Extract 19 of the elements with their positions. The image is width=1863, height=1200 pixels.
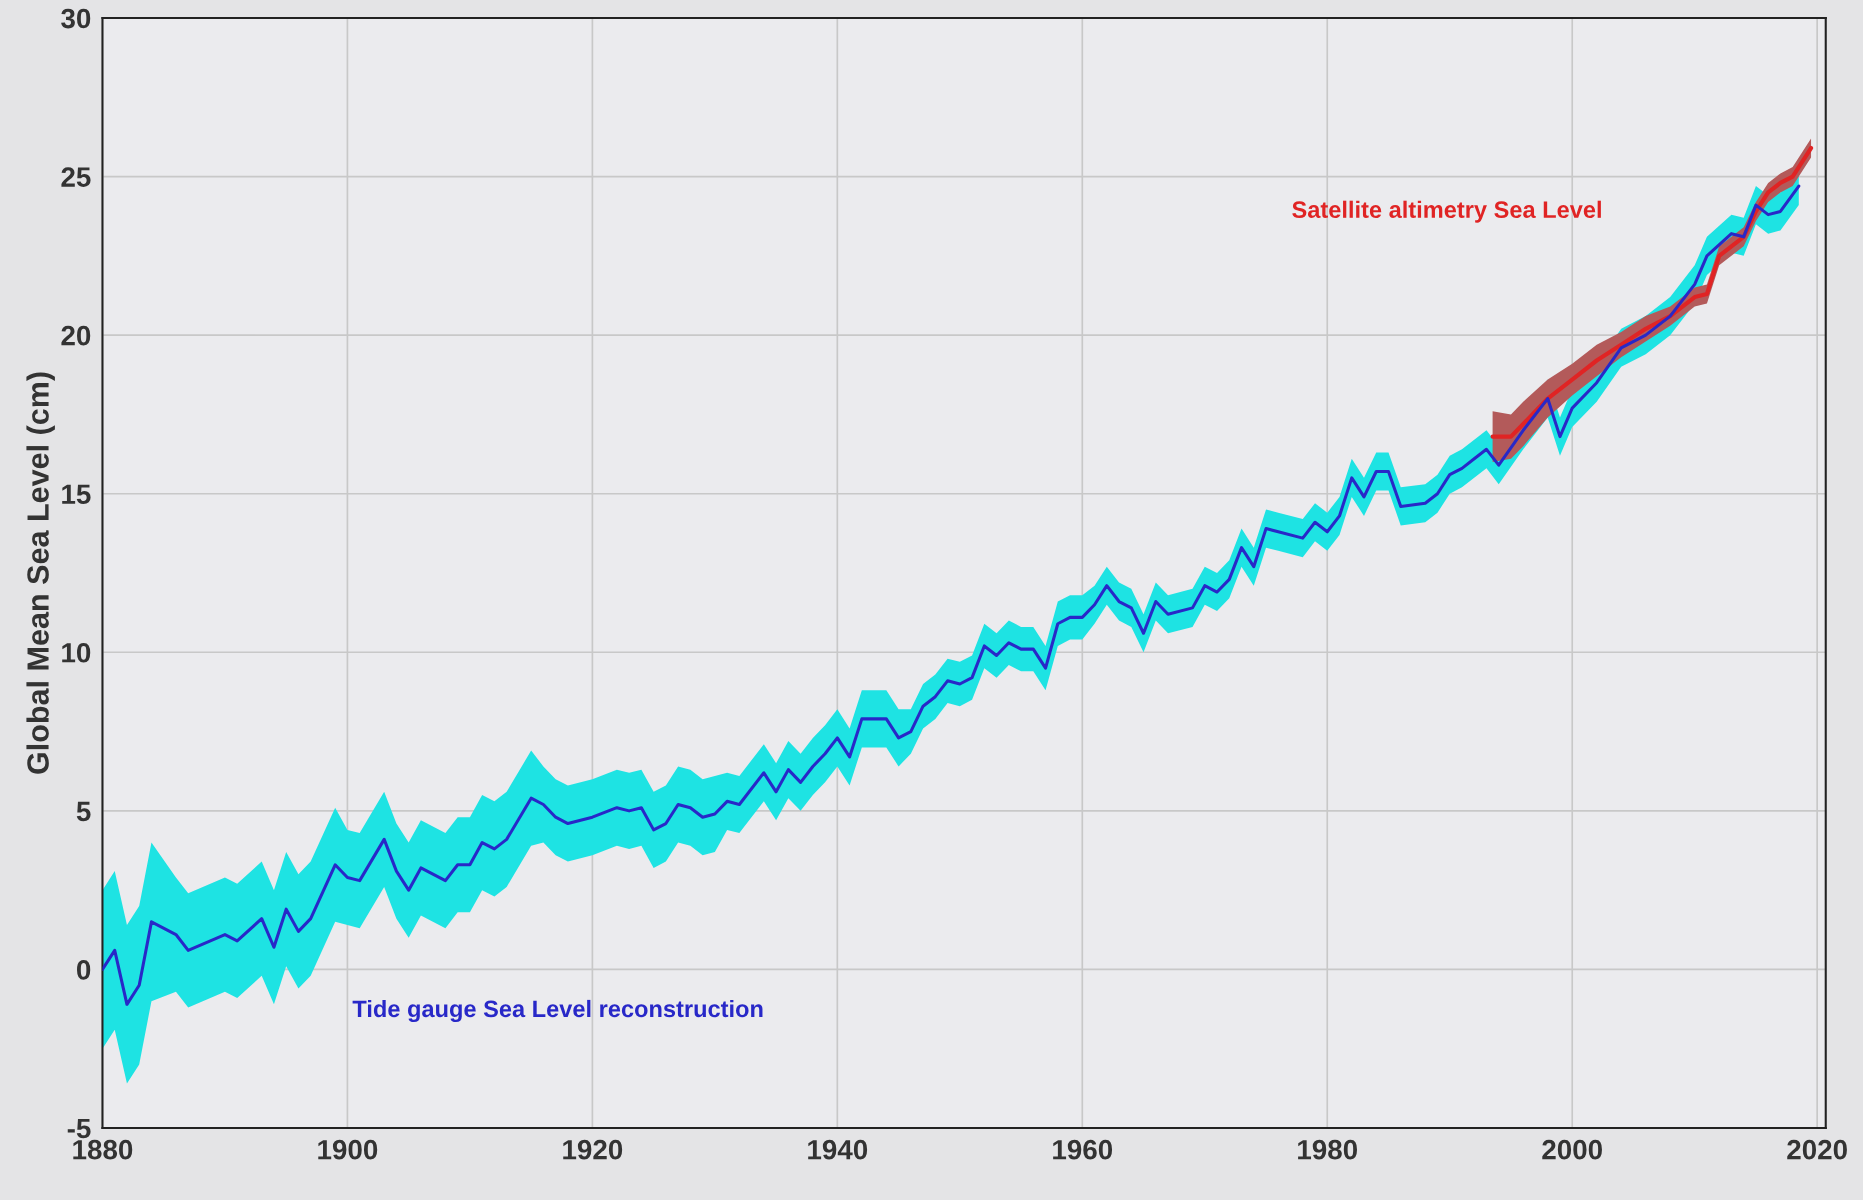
y-tick-label: -5 — [67, 1118, 91, 1139]
x-tick-label: 1880 — [73, 1139, 133, 1160]
x-tick-label: 2000 — [1542, 1139, 1602, 1160]
text: Satellite altimetry Sea Level — [1292, 200, 1601, 223]
x-tick-label: 2020 — [1787, 1139, 1847, 1160]
y-tick-label: 25 — [61, 167, 91, 187]
y-tick-label: 5 — [76, 801, 91, 822]
x-tick-label: 1960 — [1053, 1139, 1113, 1160]
y-axis-title: Global Mean Sea Level (cm) — [26, 372, 55, 774]
y-tick-label: 20 — [61, 325, 91, 346]
x-tick-label: 1980 — [1298, 1139, 1358, 1160]
x-tick-label: 1900 — [318, 1139, 378, 1160]
x-tick-label: 1940 — [808, 1139, 868, 1160]
text: Tide gauge Sea Level reconstruction — [352, 999, 763, 1022]
y-tick-label: 10 — [62, 642, 91, 663]
x-tick-label: 1920 — [563, 1139, 623, 1160]
y-tick-label: 15 — [62, 484, 91, 505]
y-tick-label: 0 — [77, 960, 91, 980]
y-tick-label: 30 — [61, 8, 91, 29]
